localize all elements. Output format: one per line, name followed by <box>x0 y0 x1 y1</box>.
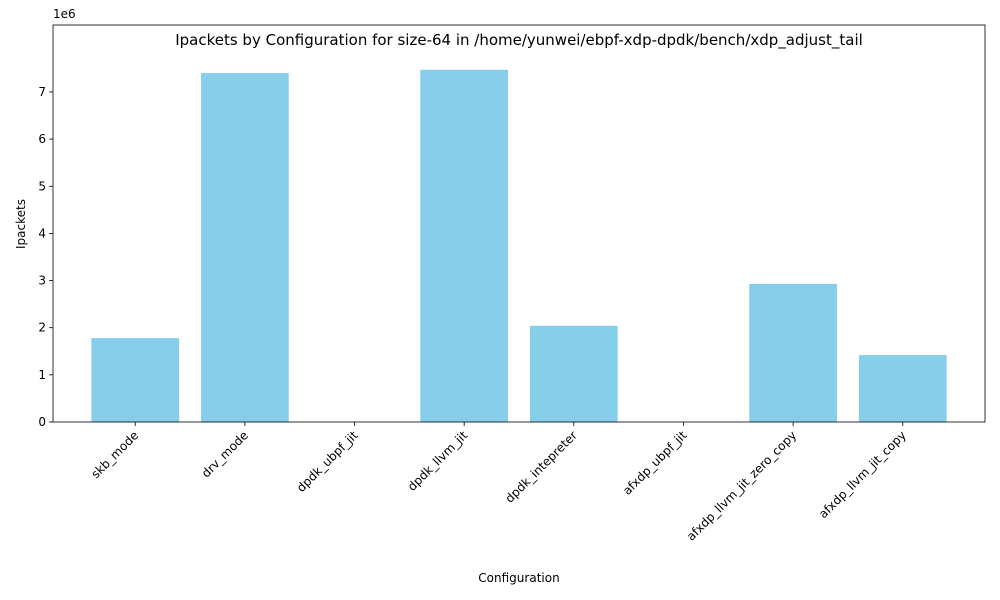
bar <box>91 338 180 422</box>
y-offset-label: 1e6 <box>53 7 76 21</box>
bar <box>858 355 947 422</box>
y-tick-label: 2 <box>38 321 46 335</box>
x-tick-label: afxdp_llvm_jit_copy <box>816 428 909 521</box>
x-tick-label: dpdk_ubpf_jit <box>294 428 361 495</box>
x-tick-label: skb_mode <box>88 428 141 481</box>
y-tick-label: 1 <box>38 368 46 382</box>
y-tick-label: 3 <box>38 274 46 288</box>
bar <box>420 69 509 422</box>
x-tick-label: drv_mode <box>199 428 251 480</box>
x-tick-label: dpdk_llvm_jit <box>405 428 471 494</box>
plot-frame <box>52 24 986 423</box>
x-axis-label: Configuration <box>478 571 559 585</box>
chart-title: Ipackets by Configuration for size-64 in… <box>175 31 863 50</box>
y-tick-label: 4 <box>38 226 46 240</box>
y-tick-label: 5 <box>38 179 46 193</box>
y-axis-label: Ipackets <box>14 199 28 249</box>
bar <box>529 325 618 422</box>
y-tick-label: 6 <box>38 132 46 146</box>
y-tick-label: 0 <box>38 415 46 429</box>
x-tick-label: afxdp_ubpf_jit <box>620 428 690 498</box>
bar <box>201 73 289 422</box>
x-tick-label: afxdp_llvm_jit_zero_copy <box>684 428 799 543</box>
bar <box>749 283 837 422</box>
y-tick-label: 7 <box>38 85 46 99</box>
x-tick-label: dpdk_intepreter <box>502 428 579 505</box>
